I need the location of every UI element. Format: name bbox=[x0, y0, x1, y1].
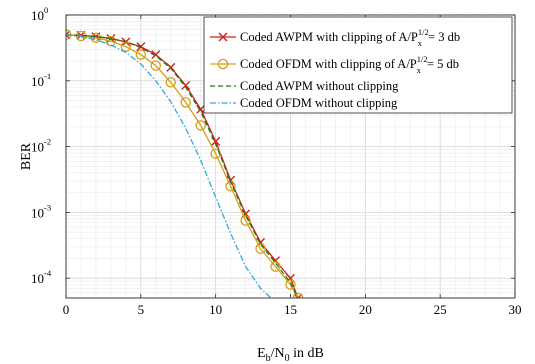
legend-label-text: Coded AWPM without clipping bbox=[240, 79, 399, 93]
series-2-point bbox=[90, 32, 102, 44]
series-2-point bbox=[285, 279, 296, 290]
x-label-sub: 0 bbox=[285, 353, 290, 364]
y-tick-label: 10 bbox=[31, 271, 44, 286]
x-label-base: E bbox=[257, 346, 266, 361]
legend-entry-3: Coded AWPM without clipping bbox=[210, 79, 399, 93]
legend-label-sub: x bbox=[417, 65, 422, 75]
x-axis-label: Eb/N0 in dB bbox=[257, 346, 324, 364]
legend-label-sup: 1/2 bbox=[418, 27, 429, 37]
y-tick-exponent: 0 bbox=[44, 5, 48, 15]
series-1-point bbox=[166, 62, 176, 72]
x-tick-label: 15 bbox=[284, 302, 297, 317]
x-tick-label: 30 bbox=[509, 302, 522, 317]
legend-label: Coded OFDM without clipping bbox=[240, 96, 398, 110]
series-2-point bbox=[270, 261, 281, 272]
series-2-point bbox=[180, 97, 191, 108]
y-tick-exponent: -2 bbox=[44, 137, 51, 147]
series-1-point bbox=[293, 293, 303, 298]
legend-label-text: = 5 db bbox=[424, 57, 459, 71]
legend-label-text: Coded OFDM with clipping of A/P bbox=[240, 57, 417, 71]
x-label-mid: /N bbox=[271, 346, 285, 361]
legend-entry-4: Coded OFDM without clipping bbox=[210, 96, 398, 110]
legend-label: Coded OFDM with clipping of A/P1/2 x = 5 … bbox=[240, 54, 459, 75]
legend-label-sup: 1/2 bbox=[417, 54, 428, 64]
series-2-point bbox=[150, 60, 162, 71]
series-2-point bbox=[195, 120, 206, 131]
x-tick-label: 10 bbox=[209, 302, 222, 317]
series-2-point bbox=[210, 148, 221, 159]
y-tick-exponent: -1 bbox=[44, 71, 51, 81]
y-tick-exponent: -3 bbox=[44, 202, 51, 212]
x-label-tail: in dB bbox=[290, 346, 324, 361]
series-1-point bbox=[66, 30, 71, 40]
series-2-point bbox=[105, 35, 117, 47]
x-tick-label: 25 bbox=[434, 302, 447, 317]
legend-label-text: = 3 db bbox=[425, 30, 460, 44]
series-1-point bbox=[136, 42, 146, 52]
y-tick-label: 10 bbox=[31, 74, 44, 89]
legend: Coded AWPM with clipping of A/P1/2 x = 3 … bbox=[203, 16, 513, 114]
legend-entry-1: Coded AWPM with clipping of A/P1/2 x = 3 … bbox=[210, 27, 460, 48]
y-axis-label: BER bbox=[19, 142, 34, 170]
series-2-point bbox=[165, 77, 177, 88]
series-2-point bbox=[255, 243, 266, 255]
legend-marker bbox=[218, 32, 228, 42]
legend-marker bbox=[217, 58, 229, 70]
y-tick-label: 10 bbox=[31, 140, 44, 155]
axes bbox=[65, 14, 516, 299]
x-tick-label: 5 bbox=[138, 302, 145, 317]
series-2-point bbox=[240, 215, 251, 226]
legend-label-text: Coded OFDM without clipping bbox=[240, 96, 398, 110]
legend-label-text: Coded AWPM with clipping of A/P bbox=[240, 30, 418, 44]
series-line-3 bbox=[66, 34, 299, 298]
x-tick-label: 0 bbox=[63, 302, 70, 317]
x-label-sub: b bbox=[266, 353, 271, 364]
series-line-4 bbox=[66, 34, 272, 298]
y-tick-label: 10 bbox=[31, 205, 44, 220]
y-tick-exponent: -4 bbox=[44, 268, 52, 278]
legend-label: Coded AWPM without clipping bbox=[240, 79, 399, 93]
legend-entry-2: Coded OFDM with clipping of A/P1/2 x = 5 … bbox=[210, 54, 459, 75]
legend-label: Coded AWPM with clipping of A/P1/2 x = 3 … bbox=[240, 27, 460, 48]
x-tick-label: 20 bbox=[359, 302, 372, 317]
legend-label-sub: x bbox=[418, 38, 423, 48]
legend-box bbox=[203, 16, 513, 114]
series-2-point bbox=[135, 49, 147, 60]
y-tick-label: 10 bbox=[31, 8, 44, 23]
